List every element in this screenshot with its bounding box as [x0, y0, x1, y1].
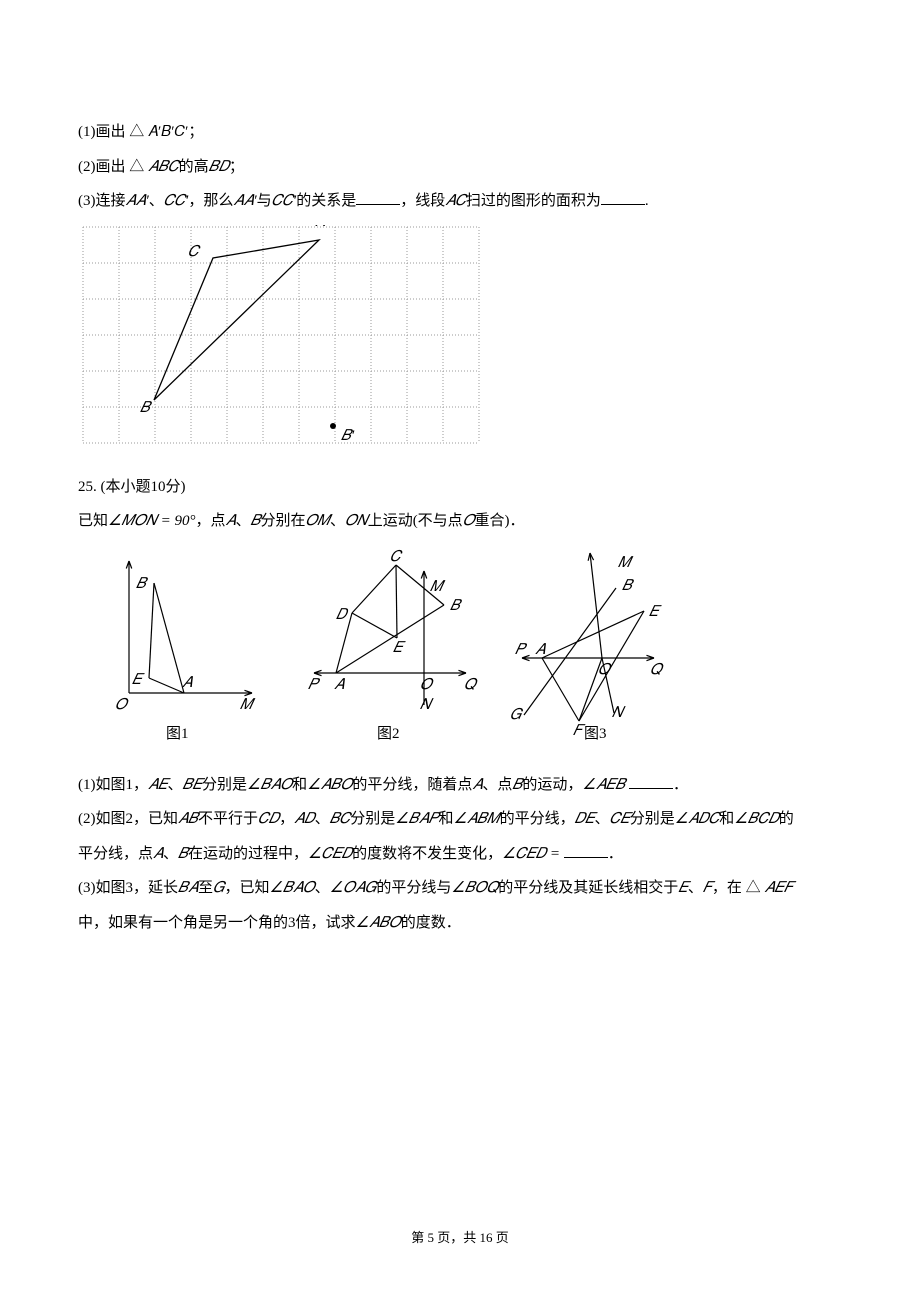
svg-text:𝑂: 𝑂 — [420, 677, 434, 693]
svg-text:𝐴: 𝐴 — [535, 642, 546, 658]
svg-text:𝐶: 𝐶 — [188, 244, 201, 260]
svg-text:𝑂: 𝑂 — [598, 662, 612, 678]
q25-part2-l1: (2)如图2，已知𝐴𝐵不平行于𝐶𝐷，𝐴𝐷、𝐵𝐶分别是∠𝐵𝐴𝑃和∠𝐴𝐵𝑀的平分线，… — [78, 802, 842, 837]
blank-area — [601, 190, 645, 205]
q25-figures: 𝑂𝐵𝐴𝐸𝑀图1𝑃𝐴𝑂𝑄𝑁𝑀𝐵𝐶𝐷𝐸图2𝑃𝐴𝑂𝑄𝑁𝑀𝐵𝐸𝐺𝐹图3 — [104, 543, 667, 763]
svg-text:𝐵: 𝐵 — [136, 576, 149, 592]
blank-relation — [356, 190, 400, 205]
grid-figure: 𝐴 𝐶 𝐵 𝐵′ — [81, 225, 481, 447]
svg-text:图3: 图3 — [584, 725, 607, 742]
svg-text:图2: 图2 — [377, 725, 400, 742]
svg-text:𝑄: 𝑄 — [650, 662, 664, 678]
q25-stem: 已知∠𝑀𝑂𝑁 = 90°，点𝐴、𝐵分别在𝑂𝑀、𝑂𝑁上运动(不与点𝑂重合)． — [78, 504, 842, 539]
blank-aeb — [629, 774, 673, 789]
blank-ced — [564, 843, 608, 858]
svg-text:𝑀: 𝑀 — [618, 555, 634, 571]
svg-text:𝑀: 𝑀 — [430, 579, 446, 595]
q25-part1: (1)如图1，𝐴𝐸、𝐵𝐸分别是∠𝐵𝐴𝑂和∠𝐴𝐵𝑂的平分线，随着点𝐴、点𝐵的运动，… — [78, 768, 842, 803]
svg-text:𝑂: 𝑂 — [115, 697, 129, 713]
svg-text:𝐵: 𝐵 — [450, 598, 463, 614]
svg-text:𝐶: 𝐶 — [390, 549, 403, 565]
q24-part1: (1)画出 △ 𝐴′𝐵′𝐶′； — [78, 115, 842, 150]
svg-text:𝐵: 𝐵 — [622, 578, 635, 594]
svg-text:𝐸: 𝐸 — [132, 672, 145, 688]
svg-text:𝐸: 𝐸 — [649, 604, 662, 620]
svg-text:𝐷: 𝐷 — [336, 607, 349, 623]
svg-text:𝐺: 𝐺 — [510, 707, 524, 723]
svg-text:𝑁: 𝑁 — [420, 697, 434, 713]
q25-part3-l2: 中，如果有一个角是另一个角的3倍，试求∠𝐴𝐵𝑂的度数． — [78, 906, 842, 941]
svg-text:𝑀: 𝑀 — [240, 697, 256, 713]
svg-text:𝐴: 𝐴 — [315, 225, 326, 230]
svg-text:𝐴: 𝐴 — [182, 675, 193, 691]
svg-text:𝐸: 𝐸 — [393, 640, 406, 656]
q24-part3: (3)连接𝐴𝐴′、𝐶𝐶′，那么𝐴𝐴′与𝐶𝐶′的关系是，线段𝐴𝐶扫过的图形的面积为… — [78, 184, 842, 219]
svg-text:𝑁: 𝑁 — [612, 705, 626, 721]
svg-text:𝑃: 𝑃 — [515, 642, 528, 658]
svg-text:图1: 图1 — [166, 725, 189, 742]
svg-text:𝐴: 𝐴 — [334, 677, 345, 693]
svg-text:𝑃: 𝑃 — [308, 677, 321, 693]
svg-text:𝐵′: 𝐵′ — [341, 428, 355, 444]
q25-part2-l2: 平分线，点𝐴、𝐵在运动的过程中，∠𝐶𝐸𝐷的度数将不发生变化，∠𝐶𝐸𝐷 = ． — [78, 837, 842, 872]
q25-header: 25. (本小题10分) — [78, 470, 842, 505]
svg-text:𝑄: 𝑄 — [464, 677, 478, 693]
page-footer: 第 5 页，共 16 页 — [0, 1227, 920, 1246]
q24-part2: (2)画出 △ 𝐴𝐵𝐶的高𝐵𝐷； — [78, 150, 842, 185]
q25-part3-l1: (3)如图3，延长𝐵𝐴至𝐺，已知∠𝐵𝐴𝑂、∠𝑂𝐴𝐺的平分线与∠𝐵𝑂𝑄的平分线及其… — [78, 871, 842, 906]
svg-text:𝐵: 𝐵 — [140, 400, 153, 416]
